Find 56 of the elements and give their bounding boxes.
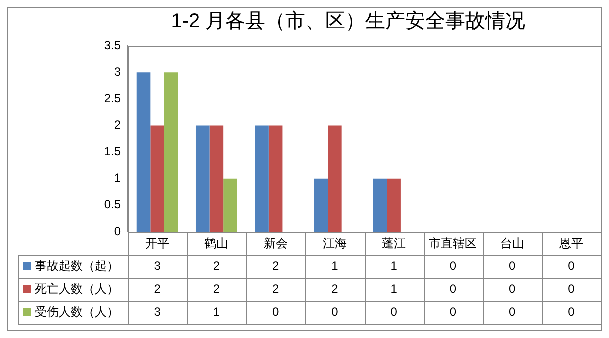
bar — [164, 72, 178, 232]
data-label: 3 — [154, 258, 162, 273]
data-label: 0 — [390, 304, 398, 319]
x-tick-label: 江海 — [322, 236, 347, 251]
data-label: 0 — [508, 282, 516, 296]
bar — [136, 72, 151, 232]
y-tick-label: 2.5 — [104, 91, 122, 106]
data-label: 0 — [332, 304, 339, 319]
x-tick-label: 开平 — [146, 236, 170, 251]
y-tick-label: 1 — [114, 171, 122, 186]
y-tick-label: 3 — [114, 64, 122, 79]
x-tick-label: 恩平 — [558, 236, 584, 251]
bar — [268, 126, 283, 232]
data-label: 0 — [568, 282, 576, 296]
data-label: 0 — [568, 258, 576, 273]
data-label: 2 — [213, 282, 220, 296]
bar — [210, 126, 224, 232]
data-label: 2 — [272, 282, 280, 296]
data-label: 1 — [213, 304, 220, 319]
legend-label: 受伤人数（人） — [35, 304, 119, 319]
y-tick-label: 1.5 — [104, 144, 122, 159]
chart-title: 1-2 月各县（市、区）生产安全事故情况 — [171, 10, 526, 33]
y-tick-label: 3.5 — [104, 38, 122, 52]
x-tick-label: 新会 — [264, 236, 288, 251]
x-tick-label: 鹤山 — [204, 236, 229, 251]
x-tick-label: 台山 — [500, 236, 524, 251]
bar — [387, 178, 401, 232]
data-label: 0 — [450, 258, 457, 273]
bar — [314, 178, 328, 232]
bar — [255, 126, 269, 232]
data-label: 1 — [390, 282, 398, 296]
legend-label: 死亡人数（人） — [35, 282, 119, 296]
data-label: 0 — [508, 258, 516, 273]
data-label: 0 — [450, 304, 457, 319]
bar — [328, 126, 342, 232]
bar — [196, 126, 210, 232]
bar — [150, 126, 164, 232]
bar — [224, 178, 238, 232]
data-label: 3 — [154, 304, 162, 319]
y-tick-label: 0 — [114, 224, 122, 238]
data-label: 2 — [154, 282, 162, 296]
data-label: 0 — [568, 304, 576, 319]
data-label: 1 — [332, 258, 339, 273]
data-label: 2 — [332, 282, 339, 296]
y-tick-label: 0.5 — [104, 198, 122, 212]
x-tick-label: 蓬江 — [382, 236, 406, 251]
data-label: 2 — [213, 258, 220, 273]
bar — [373, 178, 388, 232]
y-tick-label: 2 — [114, 118, 122, 132]
data-label: 2 — [272, 258, 280, 273]
data-label: 0 — [450, 282, 457, 296]
data-label: 1 — [390, 258, 398, 273]
data-label: 0 — [272, 304, 280, 319]
x-tick-label: 市直辖区 — [429, 236, 478, 251]
legend-label: 事故起数（起） — [35, 258, 119, 273]
data-label: 0 — [508, 304, 516, 319]
